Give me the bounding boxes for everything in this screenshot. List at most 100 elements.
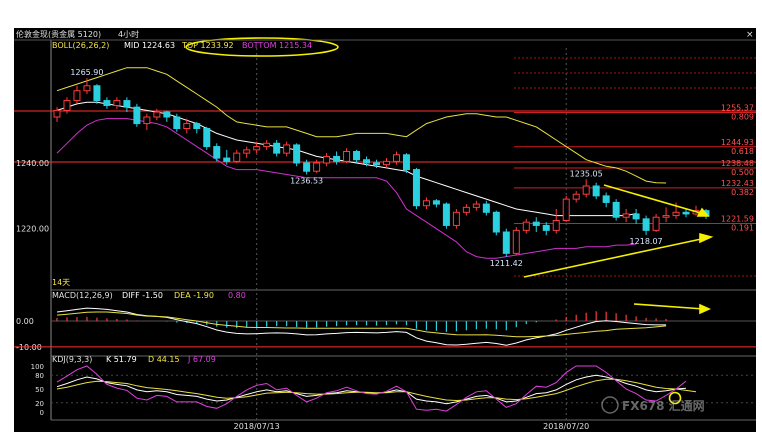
candle-body (193, 123, 201, 129)
watermark-logo-icon (601, 396, 619, 414)
candle-body (233, 152, 241, 162)
kdj-label: KDJ(9,3,3) (52, 355, 92, 364)
price-annotation: 1236.53 (290, 176, 323, 185)
candle-body (243, 149, 251, 154)
lower-arrowhead (699, 232, 714, 244)
macd-value-label: 0.80 (228, 291, 246, 300)
fib-ratio-label: 0.382 (731, 188, 754, 197)
macd-arrowhead (699, 303, 711, 315)
boll-bottom-line (56, 118, 637, 259)
candle (392, 151, 400, 165)
candle-body (592, 185, 600, 197)
macd-dea-line (56, 311, 667, 338)
trend-arrows (523, 184, 714, 315)
candle-body (402, 154, 410, 171)
watermark-text: FX678 汇通网 (622, 398, 705, 413)
candle-body (392, 154, 400, 162)
candle-body (552, 220, 560, 231)
candle (432, 199, 440, 208)
candle-body (133, 106, 141, 125)
candle-body (632, 213, 640, 220)
candle (602, 192, 610, 208)
candle-body (672, 211, 680, 217)
candle (562, 195, 570, 223)
kdj-tick-label: 0 (40, 409, 44, 417)
candle (442, 202, 450, 229)
candle-body (293, 144, 301, 164)
candle (512, 227, 520, 255)
candles-layer (53, 77, 710, 257)
candle (482, 200, 490, 216)
candle-body (412, 169, 420, 207)
candle-body (522, 221, 530, 231)
candle-body (462, 206, 470, 213)
fib-price-label: 1244.93 (721, 138, 754, 147)
candle-body (183, 123, 191, 129)
candle-body (263, 142, 271, 148)
close-icon[interactable]: × (746, 30, 754, 40)
price-annotation: 1218.07 (630, 237, 663, 246)
period-label: 14天 (52, 278, 70, 287)
candle-body (562, 198, 570, 221)
candle-body (283, 144, 291, 154)
macd-diff-line (56, 307, 667, 346)
price-annotation: 1235.05 (570, 169, 603, 178)
watermark: FX678 汇通网 (601, 396, 705, 414)
candle-body (682, 211, 690, 215)
candle (153, 108, 161, 121)
gold-4h-chart: 伦敦金现(贵金属 5120) 4小时 × BOLL(26,26,2) MID 1… (14, 28, 756, 432)
candle (173, 113, 181, 132)
candle (612, 199, 620, 221)
candle (273, 140, 281, 157)
candle-body (313, 162, 321, 172)
candle-body (103, 100, 111, 106)
candle-body (452, 211, 460, 226)
candle (363, 156, 371, 167)
candle (622, 209, 630, 223)
candle-body (642, 218, 650, 231)
candle (632, 209, 640, 224)
candle-body (173, 116, 181, 129)
price-annotation: 1265.90 (70, 68, 103, 77)
candle (572, 190, 580, 203)
candle (143, 113, 151, 131)
kdj-j-line (56, 365, 687, 412)
x-tick-label: 2018/07/20 (543, 422, 589, 431)
boll-bottom-label: BOTTOM 1215.34 (242, 41, 312, 50)
candle (253, 141, 261, 154)
candle-body (353, 151, 361, 161)
candle-body (542, 224, 550, 231)
candle-body (652, 216, 660, 231)
candle (542, 222, 550, 236)
fib-ratio-label: 0.191 (731, 223, 754, 232)
candle (662, 207, 670, 223)
candle (343, 148, 351, 163)
candle-body (113, 100, 121, 106)
candle-body (512, 229, 520, 254)
candle (462, 204, 470, 216)
kdj-tick-label: 100 (31, 363, 44, 371)
x-axis: 2018/07/13 2018/07/20 (234, 422, 590, 431)
candle-body (273, 142, 281, 154)
candle-body (163, 111, 171, 118)
macd-dea-label: DEA -1.90 (174, 291, 214, 300)
kdj-tick-label: 80 (35, 372, 44, 380)
candle (333, 151, 341, 165)
kdj-k-line (56, 374, 687, 405)
candle-body (373, 162, 381, 166)
candle (83, 77, 91, 94)
candle (233, 149, 241, 163)
macd-label: MACD(12,26,9) (52, 291, 113, 300)
candle (652, 213, 660, 232)
candle-body (303, 162, 311, 172)
candle (582, 179, 590, 198)
candle-body (422, 200, 430, 207)
candle-body (662, 215, 670, 218)
candle-body (83, 85, 91, 92)
candle-body (333, 155, 341, 162)
kdj-d-label: D 44.15 (148, 355, 180, 364)
fib-ratio-label: 0.809 (731, 112, 754, 121)
candle (502, 228, 510, 257)
candle (293, 143, 301, 167)
